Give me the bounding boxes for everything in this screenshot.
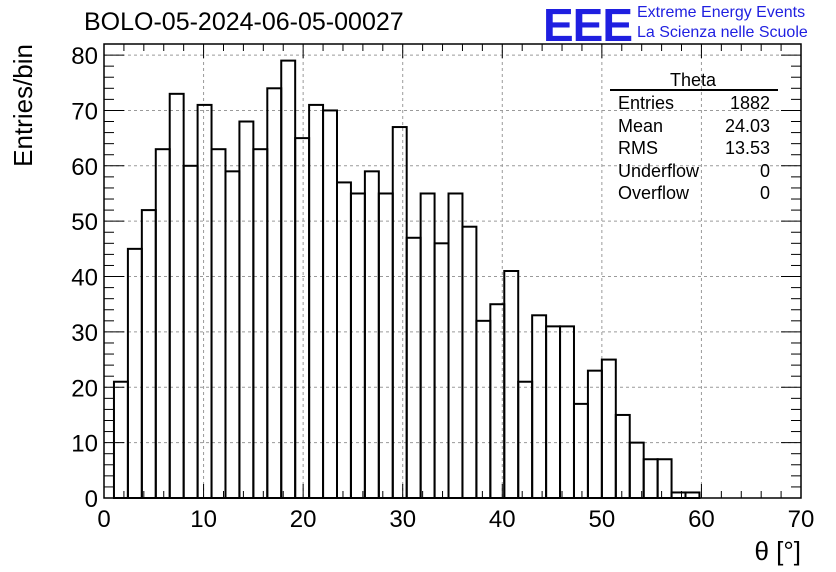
histogram-bin	[656, 458, 673, 499]
histogram-bin	[224, 170, 241, 499]
histogram-bin	[294, 137, 311, 499]
stat-row-rms: RMS 13.53	[618, 138, 770, 160]
histogram-bin	[322, 109, 338, 499]
histogram-bin	[461, 225, 478, 500]
y-axis-label: Entries/bin	[8, 44, 38, 167]
y-tick-label: 30	[71, 320, 98, 347]
histogram-bin	[642, 458, 659, 499]
histogram-bin	[670, 491, 687, 499]
histogram-bin	[559, 325, 575, 499]
histogram-bin	[614, 413, 631, 500]
plot-frame	[103, 43, 802, 499]
stat-value: 13.53	[724, 138, 770, 158]
histogram-bin	[154, 148, 171, 499]
histogram-bin	[545, 325, 562, 499]
page-title: BOLO-05-2024-06-05-00027	[84, 8, 404, 36]
stat-row-overflow: Overflow 0	[618, 183, 770, 205]
x-tick-label: 30	[389, 506, 416, 533]
histogram-bin	[168, 92, 185, 500]
stat-row-underflow: Underflow 0	[618, 161, 770, 183]
histogram-bin	[126, 247, 143, 499]
y-tick-label: 0	[85, 486, 98, 513]
logo-caption-line2: La Scienza nelle Scuole	[637, 24, 808, 41]
x-tick-label: 0	[97, 506, 110, 533]
histogram-bin	[503, 270, 520, 499]
histogram-bin	[266, 87, 283, 499]
histogram-bin	[475, 319, 492, 499]
stat-key: Overflow	[618, 183, 690, 203]
stat-value: 1882	[729, 93, 770, 113]
eee-logo: EEE	[543, 0, 633, 51]
stat-key: Underflow	[618, 160, 700, 181]
histogram-bin	[112, 380, 129, 500]
x-tick-label: 10	[190, 506, 217, 533]
stats-title: Theta	[669, 70, 717, 90]
stat-row-mean: Mean 24.03	[618, 116, 770, 138]
x-axis-label: θ [°]	[754, 536, 801, 566]
histogram-bin	[363, 170, 380, 499]
x-tick-label: 40	[489, 506, 516, 533]
histogram-bin	[349, 192, 366, 500]
y-tick-label: 60	[71, 154, 98, 181]
stats-divider	[610, 89, 778, 91]
histogram-bin	[335, 181, 352, 499]
stat-key: Entries	[618, 93, 675, 113]
stat-key: Mean	[618, 115, 664, 136]
y-tick-label: 70	[71, 98, 98, 125]
histogram-bin	[628, 441, 645, 500]
x-tick-label: 50	[589, 506, 616, 533]
histogram-bin	[433, 242, 450, 499]
histogram-bin	[252, 148, 269, 499]
histogram-bin	[600, 358, 617, 499]
y-tick-label: 40	[71, 265, 98, 292]
histogram-bin	[308, 103, 325, 499]
stat-value: 0	[759, 183, 770, 203]
histogram-bin	[447, 192, 464, 500]
y-tick-label: 50	[71, 209, 98, 236]
histogram-bin	[531, 314, 548, 500]
histogram-bin	[586, 369, 603, 499]
histogram-bin	[419, 192, 436, 500]
tick-labels: 0 10 20 30 40 50 60 70 0 10 20 30 40 50 60 70 80	[71, 43, 814, 533]
histogram-bin	[572, 402, 589, 499]
histogram-bin	[517, 380, 534, 500]
histogram-bin	[684, 491, 701, 499]
y-tick-label: 20	[71, 375, 98, 402]
histogram-bin	[377, 192, 394, 500]
histogram-bin	[140, 209, 157, 499]
grid-lines	[104, 44, 801, 498]
histogram-bin	[280, 59, 297, 500]
y-tick-label: 80	[71, 43, 98, 70]
histogram-bars	[112, 59, 701, 500]
histogram-bin	[238, 120, 255, 499]
stat-row-entries: Entries 1882	[618, 93, 770, 115]
histogram-bin	[196, 103, 213, 499]
x-tick-label: 20	[290, 506, 317, 533]
stat-value: 24.03	[724, 115, 770, 136]
logo-caption-line1: Extreme Energy Events	[637, 4, 806, 21]
stat-value: 0	[759, 160, 770, 181]
x-tick-label: 60	[688, 506, 715, 533]
y-tick-label: 10	[71, 431, 98, 458]
histogram-bin	[210, 148, 227, 499]
stat-key: RMS	[618, 138, 658, 158]
x-tick-label: 70	[788, 506, 815, 533]
